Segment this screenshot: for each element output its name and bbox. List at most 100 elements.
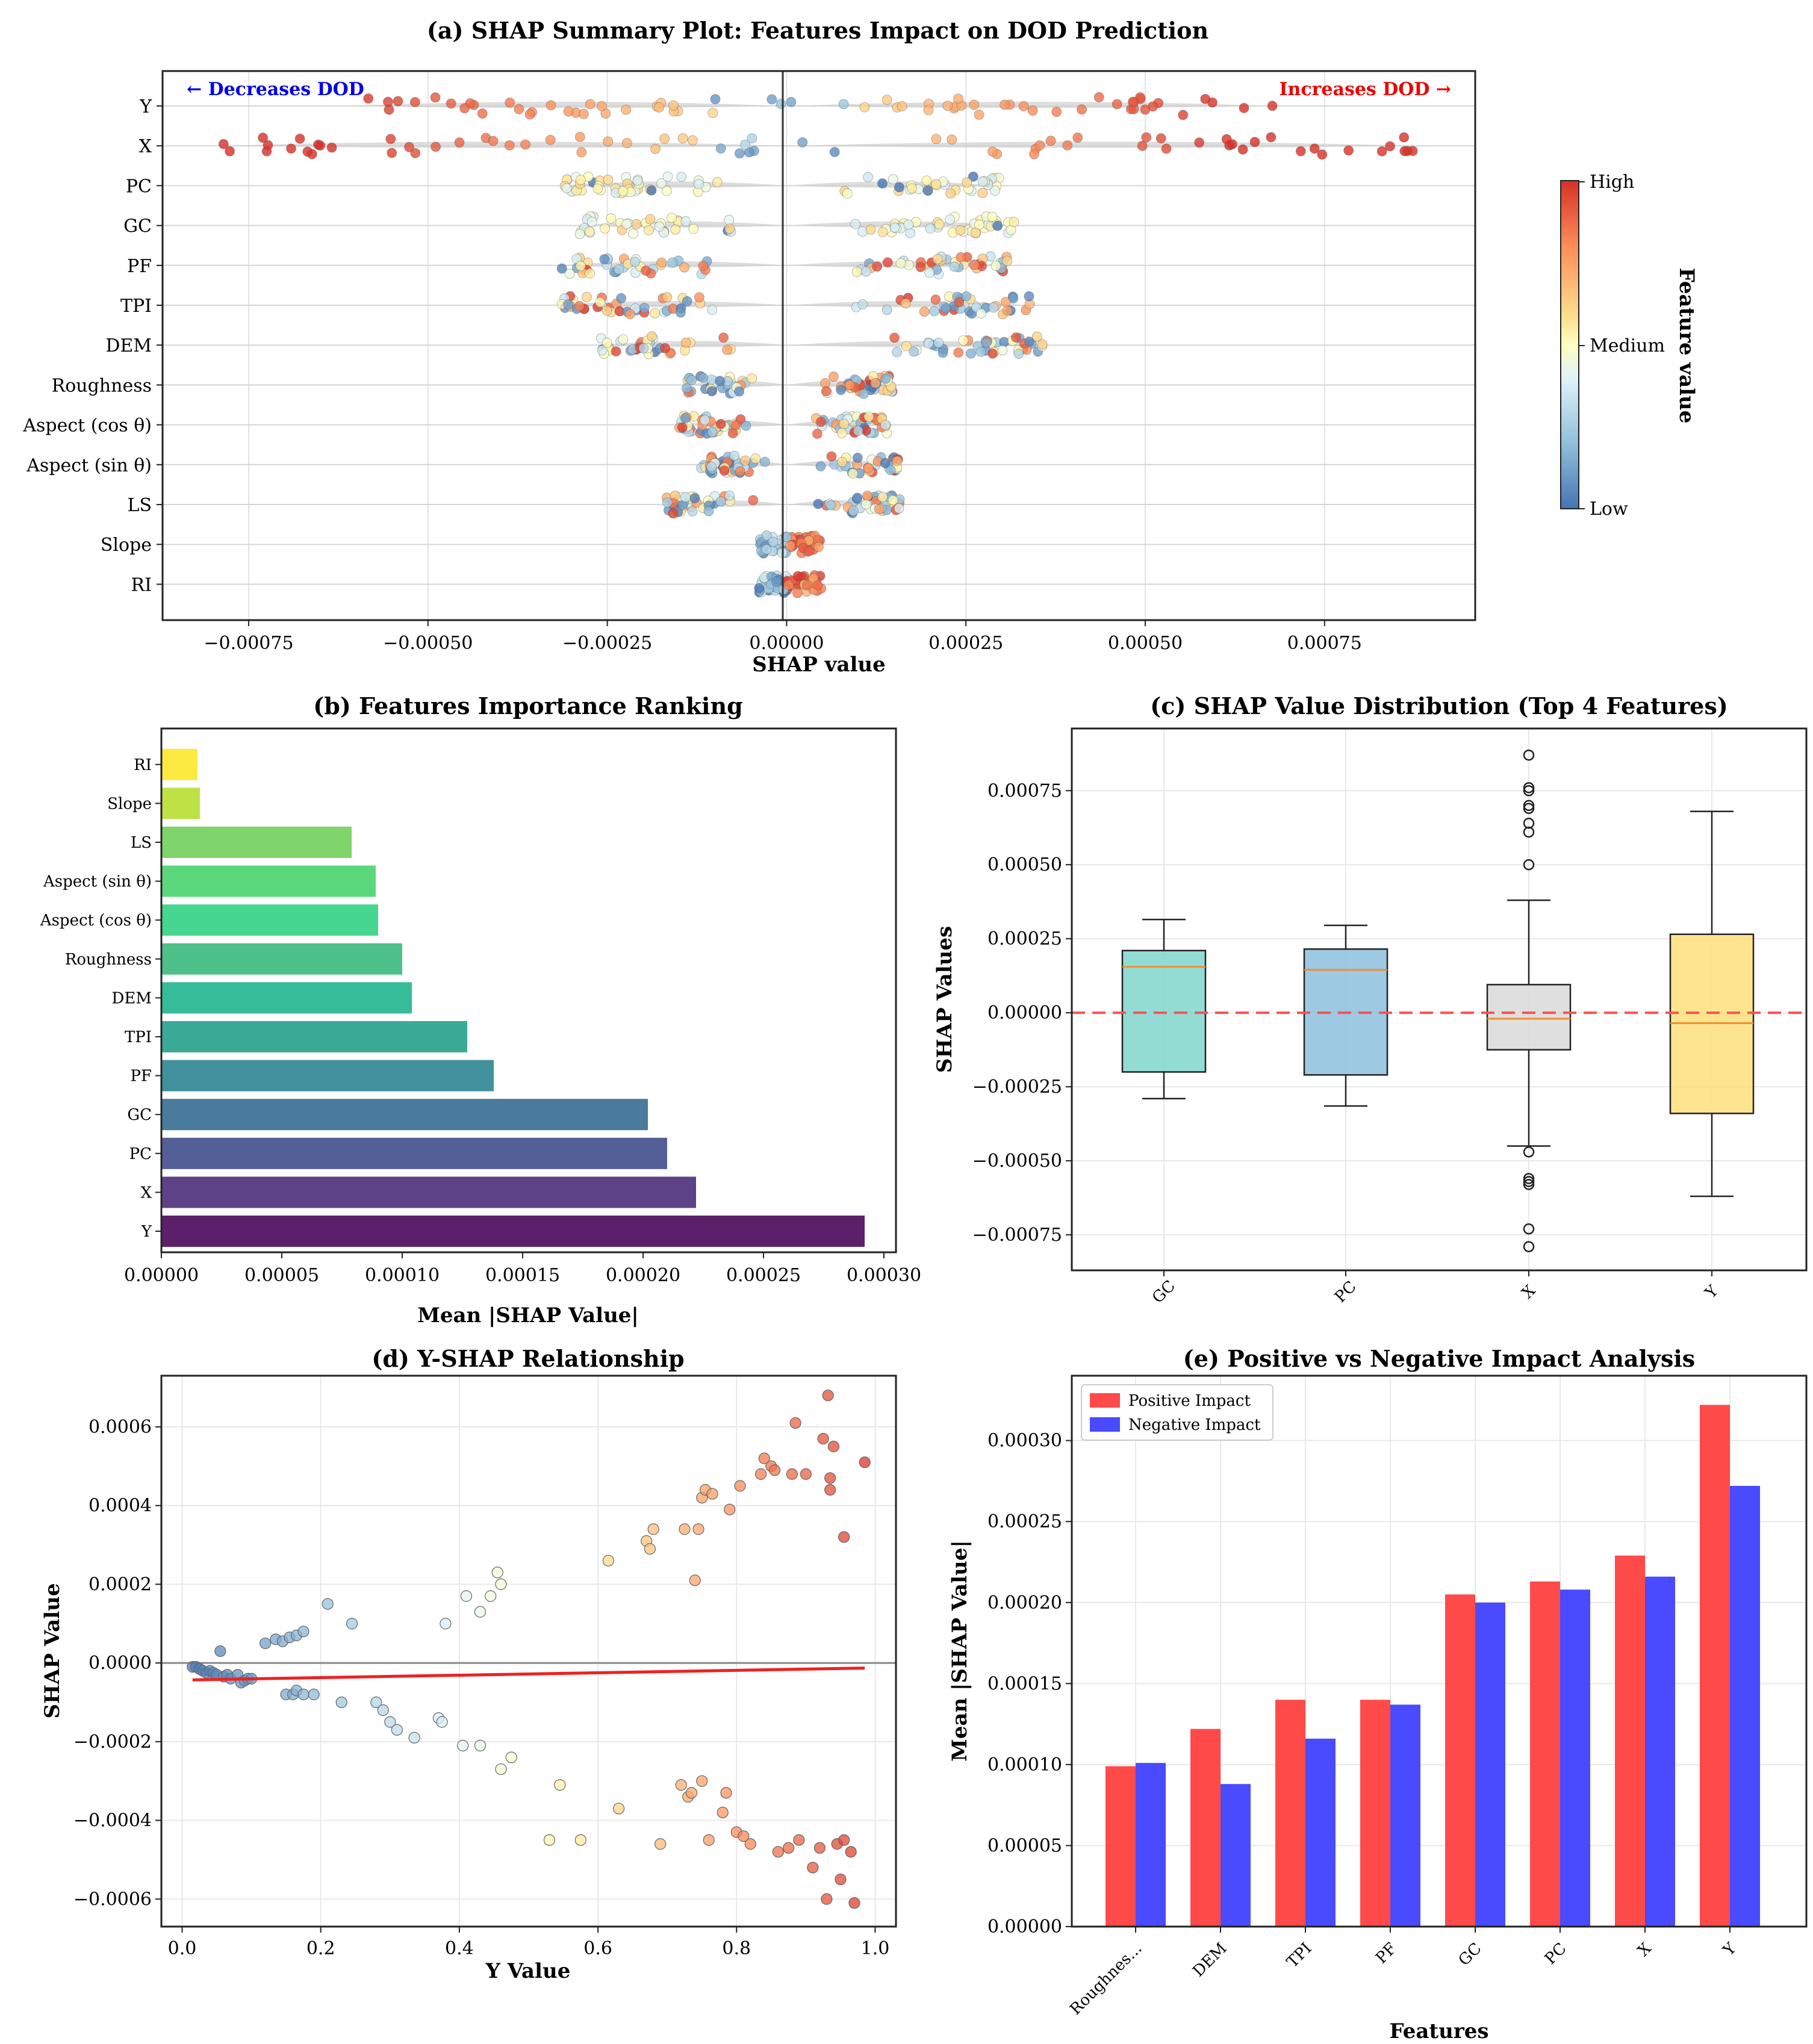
panel-e-bar-negative	[1560, 1589, 1590, 1927]
panel-a-point	[997, 345, 1008, 356]
panel-a-point	[712, 177, 723, 187]
panel-a-point	[600, 223, 611, 234]
panel-a-point	[477, 108, 488, 119]
panel-a-point	[724, 490, 735, 501]
panel-b-y-tick-label: DEM	[112, 989, 152, 1007]
panel-a-point	[933, 337, 944, 348]
panel-d-point	[824, 1483, 836, 1496]
panel-a-point	[584, 226, 595, 237]
panel-a-point	[1062, 140, 1073, 151]
panel-a-point	[218, 138, 229, 149]
panel-a-point	[1317, 149, 1328, 160]
panel-a-point	[688, 223, 699, 234]
panel-a-point	[880, 458, 891, 468]
panel-e-bar-negative	[1730, 1486, 1760, 1927]
panel-a-point	[861, 499, 871, 510]
panel-a-point	[546, 100, 556, 111]
panel-a-point	[949, 261, 960, 272]
panel-a-point	[700, 415, 710, 426]
panel-a-point	[662, 172, 673, 182]
panel-a-point	[707, 427, 718, 438]
panel-a-point	[812, 429, 823, 439]
panel-d-y-tick-label: 0.0004	[89, 1496, 152, 1517]
panel-a-point	[889, 332, 900, 343]
panel-a-point	[897, 101, 907, 111]
panel-a-feature-label: Aspect (cos θ)	[22, 415, 152, 436]
panel-d-point	[391, 1724, 403, 1736]
panel-a-point	[1112, 99, 1122, 110]
panel-d-trend-line	[192, 1667, 865, 1682]
panel-d-point	[505, 1751, 517, 1763]
panel-a-point	[1093, 92, 1104, 102]
panel-a-point	[894, 182, 904, 193]
panel-e-y-tick-label: 0.00030	[987, 1430, 1062, 1452]
panel-a-point	[724, 214, 735, 225]
panel-a-point	[885, 465, 896, 476]
panel-e-bar-positive	[1445, 1594, 1475, 1927]
panel-d-point	[297, 1626, 309, 1638]
panel-a-point	[797, 137, 808, 148]
panel-a-point	[1077, 104, 1087, 115]
panel-e-frame	[1071, 1375, 1808, 1928]
panel-a-point	[1155, 133, 1166, 144]
panel-a-point	[1034, 140, 1045, 151]
panel-b-x-axis-label: Mean |SHAP Value|	[417, 1303, 639, 1328]
panel-a-point	[921, 175, 932, 186]
panel-b-y-tick-label: PC	[129, 1145, 152, 1163]
panel-b-bar	[161, 982, 412, 1014]
panel-a-point	[639, 303, 650, 313]
panel-a-point	[1239, 103, 1249, 113]
panel-d-frame	[160, 1375, 897, 1928]
panel-a-point	[1402, 146, 1413, 157]
legend-swatch-positive	[1090, 1393, 1120, 1408]
panel-b-bar	[161, 1176, 696, 1208]
panel-a-point	[616, 293, 627, 303]
panel-e-x-axis-label: Features	[1389, 2019, 1488, 2043]
panel-d-point	[495, 1578, 507, 1590]
panel-a-feature-label: PF	[127, 256, 152, 277]
panel-b-y-tick-label: Aspect (cos θ)	[40, 912, 152, 930]
panel-d-point	[384, 1716, 396, 1728]
panel-a-point	[934, 219, 945, 230]
panel-a-point	[848, 506, 859, 517]
panel-a-point	[792, 588, 803, 598]
panel-a-point	[889, 222, 900, 233]
panel-a-point	[1148, 101, 1158, 112]
panel-b-y-tick-label: LS	[131, 834, 152, 852]
panel-e-gridlines	[1072, 1376, 1806, 1927]
panel-b-bar	[161, 865, 376, 897]
panel-d-x-tick-label: 0.4	[445, 1938, 474, 1959]
panel-a-title: (a) SHAP Summary Plot: Features Impact o…	[427, 17, 1208, 44]
panel-a-point	[574, 229, 585, 240]
panel-e: (e) Positive vs Negative Impact Analysis…	[948, 1345, 1808, 2043]
panel-a-point	[953, 347, 964, 358]
panel-a-point	[905, 228, 916, 238]
panel-c-outlier	[1523, 1223, 1535, 1235]
panel-a-point	[677, 133, 688, 144]
panel-a-point	[859, 102, 870, 113]
panel-d-y-tick-label: 0.0000	[89, 1653, 152, 1674]
panel-a-point	[925, 223, 936, 234]
panel-d-point	[789, 1417, 801, 1429]
panel-c-outlier	[1523, 826, 1535, 838]
panel-a-point	[621, 219, 632, 229]
panel-a-point	[650, 308, 660, 318]
panel-d-points	[187, 1390, 871, 1909]
panel-d-point	[821, 1893, 833, 1905]
panel-a-point	[956, 252, 966, 262]
panel-a-feature-labels: YX PC GC PF TPI DEM Roughness Aspect (cos θ) Asp…	[22, 96, 163, 595]
panel-a-x-tick-label: 0.00025	[928, 633, 1003, 654]
panel-c-boxes	[1121, 750, 1755, 1252]
panel-c-y-tick-label: −0.00075	[972, 1225, 1062, 1246]
panel-a-point	[1024, 291, 1034, 302]
panel-d-point	[408, 1732, 420, 1744]
panel-d-point	[297, 1688, 309, 1700]
panel-a-point	[404, 141, 414, 152]
panel-a-point	[816, 417, 826, 427]
panel-c: (c) SHAP Value Distribution (Top 4 Featu…	[933, 692, 1808, 1307]
panel-a-point	[1376, 146, 1387, 157]
panel-a-point	[706, 386, 717, 397]
panel-c-y-tick-label: −0.00050	[972, 1151, 1062, 1172]
panel-d-point	[440, 1618, 452, 1630]
panel-a-point	[1128, 96, 1138, 107]
